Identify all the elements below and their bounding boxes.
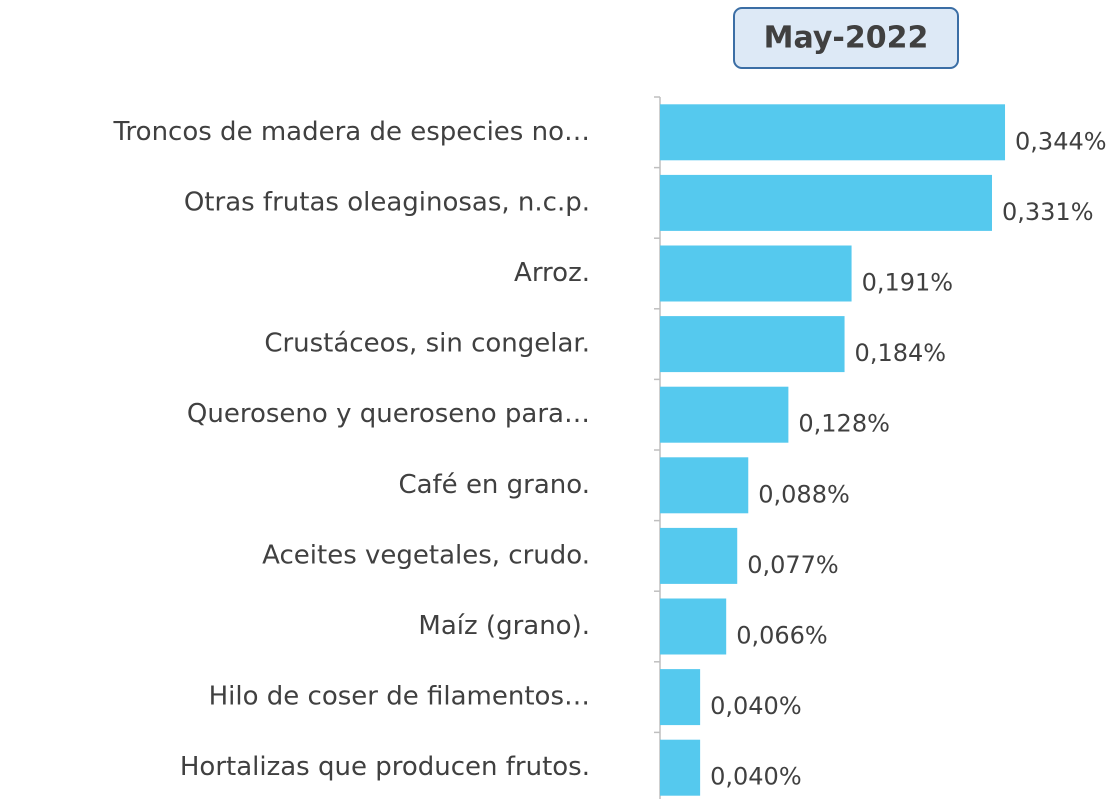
- value-label: 0,128%: [798, 410, 890, 438]
- y-tick-label: Aceites vegetales, crudo.: [262, 540, 590, 570]
- y-tick-label: Crustáceos, sin congelar.: [264, 329, 590, 359]
- bar: [660, 386, 789, 443]
- bar: [660, 245, 852, 302]
- y-tick-label: Café en grano.: [398, 470, 590, 500]
- y-tick-label: Otras frutas oleaginosas, n.c.p.: [184, 187, 590, 217]
- bar: [660, 527, 738, 584]
- y-tick-label: Troncos de madera de especies no…: [112, 117, 590, 147]
- value-label: 0,088%: [758, 480, 850, 508]
- bar: [660, 598, 727, 655]
- bar: [660, 316, 845, 373]
- value-label: 0,191%: [862, 269, 954, 297]
- bar: [660, 174, 992, 231]
- chart-title: May-2022: [764, 21, 929, 56]
- y-tick-label: Queroseno y queroseno para…: [187, 399, 590, 429]
- value-label: 0,344%: [1015, 127, 1107, 155]
- y-tick-label: Hortalizas que producen frutos.: [180, 752, 590, 782]
- bar: [660, 457, 749, 514]
- y-tick-label: Arroz.: [514, 258, 590, 288]
- value-label: 0,184%: [855, 339, 947, 367]
- value-label: 0,040%: [710, 763, 802, 791]
- value-label: 0,066%: [736, 622, 828, 650]
- value-label: 0,077%: [747, 551, 839, 579]
- value-label: 0,331%: [1002, 198, 1094, 226]
- bar: [660, 104, 1006, 161]
- value-label: 0,040%: [710, 692, 802, 720]
- title-box: [733, 7, 959, 69]
- y-tick-label: Maíz (grano).: [418, 611, 590, 641]
- bar: [660, 669, 701, 726]
- bar: [660, 739, 701, 796]
- y-tick-label: Hilo de coser de filamentos…: [209, 682, 590, 712]
